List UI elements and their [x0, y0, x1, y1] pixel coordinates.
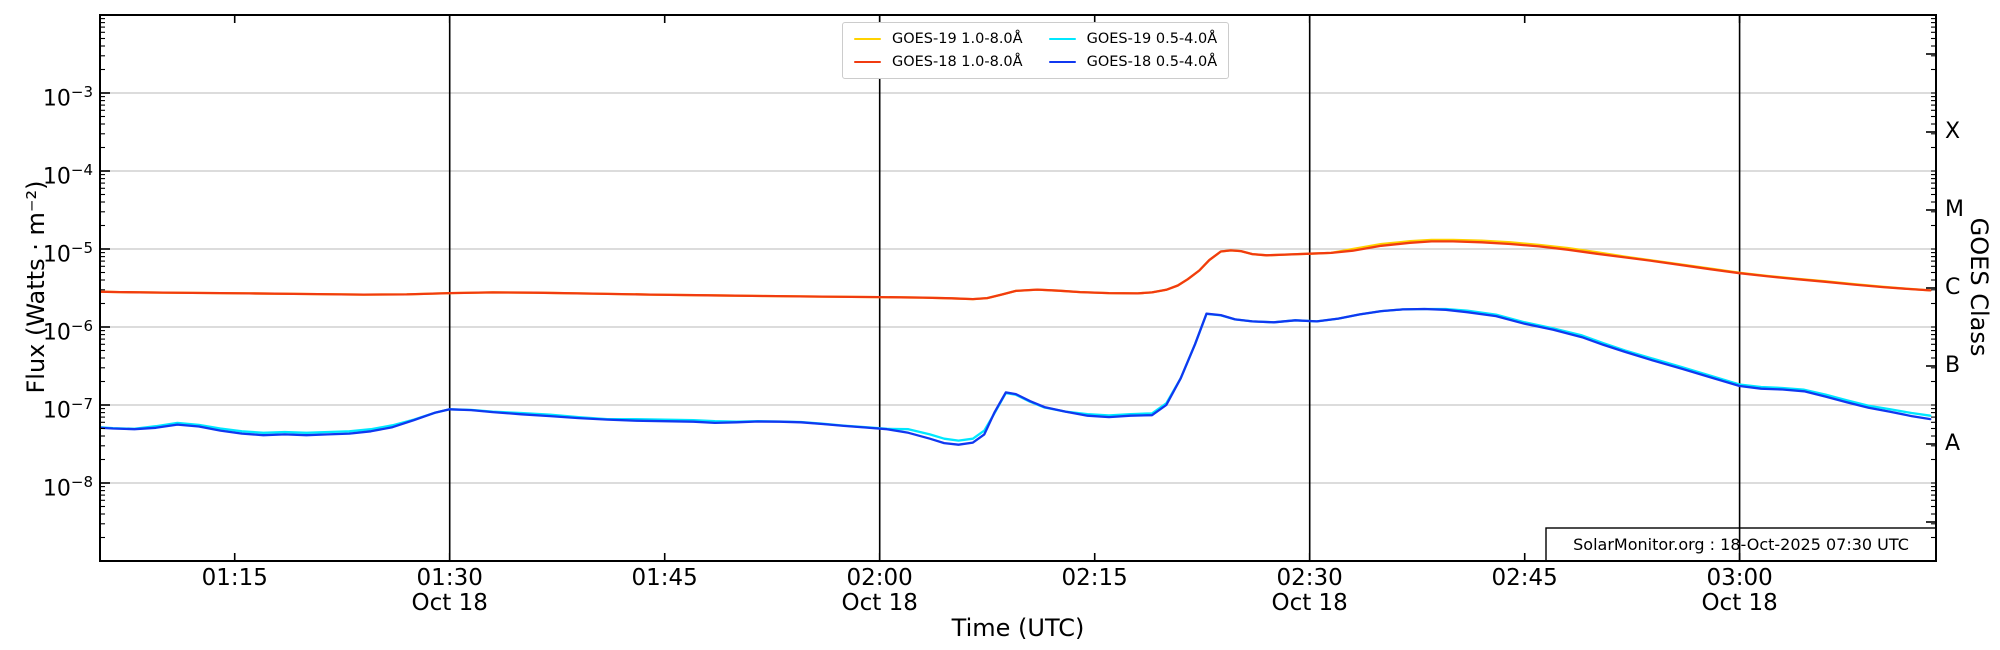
x-axis-title: Time (UTC)	[951, 614, 1085, 642]
y-tick-label-1e-8: 10−8	[42, 473, 93, 502]
legend-swatch-goes18_short	[1048, 60, 1076, 64]
x-tick-label-01:15: 01:15	[201, 565, 268, 591]
goes-class-C: C	[1945, 275, 1961, 300]
legend-entry-goes18_long: GOES-18 1.0-8.0Å	[854, 54, 1023, 70]
series-goes18_long	[100, 240, 1932, 301]
legend-entry-goes18_short: GOES-18 0.5-4.0Å	[1048, 54, 1218, 70]
x-tick-label-01:30: 01:30	[416, 565, 483, 591]
x-tick-label-02:15: 02:15	[1061, 565, 1128, 591]
watermark-annotation: SolarMonitor.org : 18-Oct-2025 07:30 UTC	[1573, 535, 1909, 554]
y-tick-label-1e-6: 10−6	[42, 317, 93, 346]
goes-class-A: A	[1945, 431, 1961, 456]
legend-label-goes18_short: GOES-18 0.5-4.0Å	[1086, 54, 1218, 70]
goes-class-X: X	[1945, 119, 1961, 144]
x-tick-date-02:00: Oct 18	[841, 590, 918, 616]
y-axis-title: Flux (Watts · m⁻²)	[22, 180, 50, 394]
y-tick-label-1e-7: 10−7	[42, 395, 93, 424]
legend: GOES-19 1.0-8.0Å GOES-18 1.0-8.0Å GOES-19 …	[842, 22, 1230, 79]
legend-entry-goes19_short: GOES-19 0.5-4.0Å	[1048, 31, 1218, 47]
x-tick-label-03:00: 03:00	[1706, 565, 1773, 591]
legend-swatch-goes19_short	[1048, 37, 1076, 41]
plot-spines	[99, 14, 1937, 562]
legend-entry-goes19_long: GOES-19 1.0-8.0Å	[854, 31, 1023, 47]
x-tick-label-02:45: 02:45	[1491, 565, 1558, 591]
x-tick-label-02:30: 02:30	[1276, 565, 1343, 591]
x-tick-date-03:00: Oct 18	[1701, 590, 1778, 616]
legend-label-goes18_long: GOES-18 1.0-8.0Å	[892, 54, 1023, 70]
goes-class-M: M	[1945, 197, 1964, 222]
legend-label-goes19_short: GOES-19 0.5-4.0Å	[1086, 31, 1218, 47]
x-tick-date-02:30: Oct 18	[1271, 590, 1348, 616]
series-goes19_short	[100, 307, 1932, 442]
legend-swatch-goes18_long	[854, 60, 881, 64]
y2-axis-title: GOES Class	[1965, 217, 1993, 357]
legend-label-goes19_long: GOES-19 1.0-8.0Å	[892, 31, 1023, 47]
x-tick-label-02:00: 02:00	[846, 565, 913, 591]
y-tick-label-1e-3: 10−3	[42, 83, 93, 112]
goes-class-B: B	[1945, 353, 1961, 378]
x-tick-date-01:30: Oct 18	[411, 590, 488, 616]
x-tick-label-01:45: 01:45	[631, 565, 698, 591]
series-goes18_short	[100, 307, 1932, 446]
legend-swatch-goes19_long	[854, 37, 881, 41]
